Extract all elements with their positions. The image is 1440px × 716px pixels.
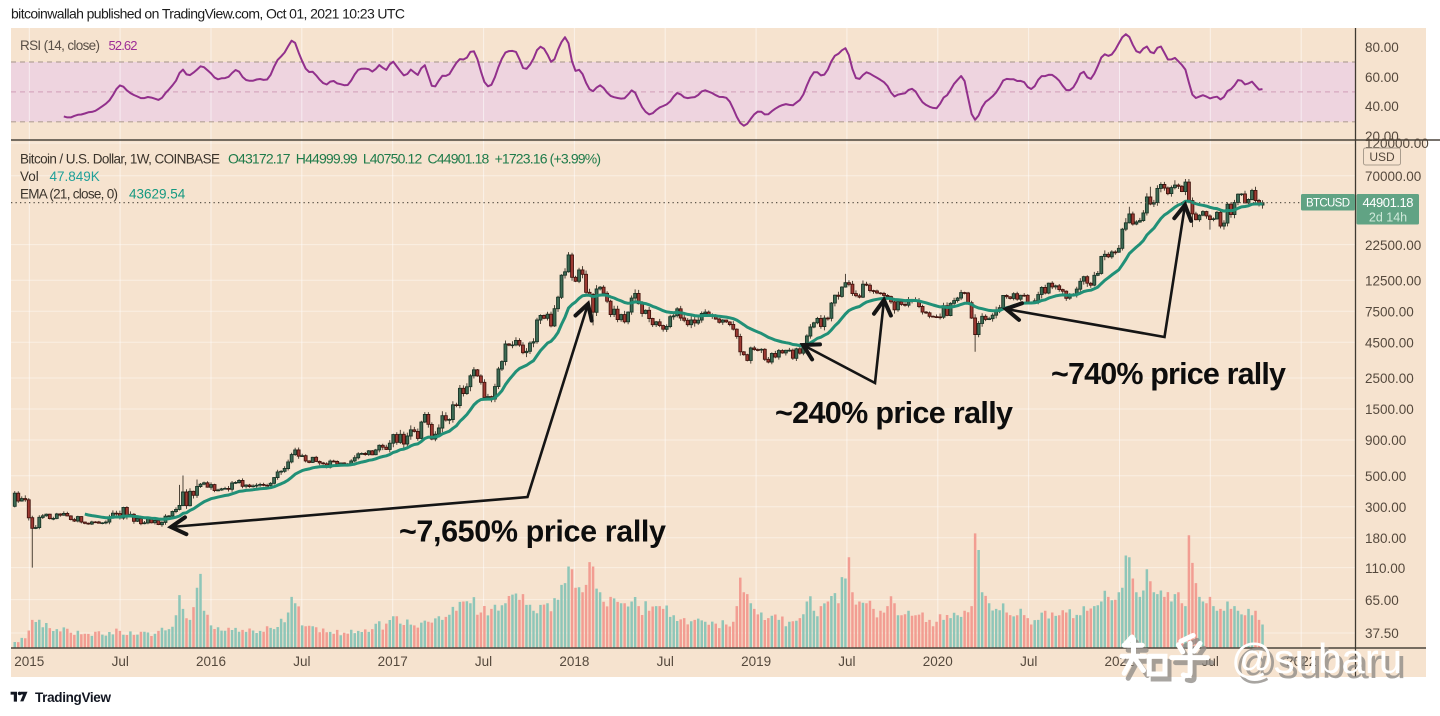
svg-text:44901.18: 44901.18 — [1363, 195, 1414, 210]
svg-text:500.00: 500.00 — [1365, 469, 1406, 484]
svg-text:2017: 2017 — [378, 654, 408, 669]
svg-text:300.00: 300.00 — [1365, 500, 1406, 515]
svg-text:Jul: Jul — [475, 654, 492, 669]
svg-text:2016: 2016 — [196, 654, 226, 669]
svg-text:110.00: 110.00 — [1365, 561, 1405, 576]
svg-text:2500.00: 2500.00 — [1365, 371, 1414, 386]
svg-text:Vol: Vol — [20, 169, 39, 184]
svg-text:~7,650% price rally: ~7,650% price rally — [399, 515, 666, 549]
svg-text:22500.00: 22500.00 — [1365, 238, 1421, 253]
svg-text:12500.00: 12500.00 — [1365, 274, 1421, 289]
svg-text:2015: 2015 — [14, 654, 44, 669]
svg-text:@subaru: @subaru — [1235, 640, 1406, 687]
svg-text:2022: 2022 — [1286, 654, 1316, 669]
svg-text:Jul: Jul — [657, 654, 674, 669]
svg-text:900.00: 900.00 — [1365, 433, 1406, 448]
svg-text:RSI (14, close): RSI (14, close) — [20, 38, 100, 53]
svg-text:7500.00: 7500.00 — [1365, 305, 1414, 320]
svg-text:60.00: 60.00 — [1365, 70, 1399, 85]
svg-text:bitcoinwallah published on Tra: bitcoinwallah published on TradingView.c… — [11, 6, 405, 22]
svg-text:~740% price rally: ~740% price rally — [1051, 357, 1286, 391]
svg-text:USD: USD — [1369, 150, 1395, 164]
svg-text:2d 14h: 2d 14h — [1369, 211, 1407, 225]
svg-text:2020: 2020 — [923, 654, 953, 669]
svg-text:~240% price rally: ~240% price rally — [775, 396, 1013, 430]
svg-text:80.00: 80.00 — [1365, 40, 1399, 55]
svg-text:Jul: Jul — [293, 654, 310, 669]
svg-text:EMA (21, close, 0): EMA (21, close, 0) — [20, 187, 118, 202]
svg-text:2019: 2019 — [741, 654, 771, 669]
svg-text:120000.00: 120000.00 — [1365, 136, 1429, 151]
svg-text:47.849K: 47.849K — [50, 169, 100, 184]
svg-text:TradingView: TradingView — [35, 690, 111, 705]
svg-text:Jul: Jul — [838, 654, 855, 669]
svg-text:Jul: Jul — [1020, 654, 1037, 669]
svg-text:2018: 2018 — [559, 654, 589, 669]
svg-text:40.00: 40.00 — [1365, 99, 1399, 114]
svg-text:4500.00: 4500.00 — [1365, 336, 1414, 351]
svg-text:43629.54: 43629.54 — [129, 187, 186, 202]
svg-text:Bitcoin / U.S. Dollar, 1W, COI: Bitcoin / U.S. Dollar, 1W, COINBASE — [20, 152, 220, 167]
svg-text:52.62: 52.62 — [109, 38, 138, 53]
svg-text:Jul: Jul — [112, 654, 129, 669]
svg-text:O43172.17 H44999.99 L40750.1: O43172.17 H44999.99 L40750.12 C44901.18 … — [228, 151, 601, 167]
svg-text:@subaru: @subaru — [1231, 635, 1402, 682]
svg-text:1500.00: 1500.00 — [1365, 402, 1414, 417]
svg-text:20.00: 20.00 — [1365, 129, 1399, 144]
svg-text:65.00: 65.00 — [1365, 593, 1399, 608]
svg-text:180.00: 180.00 — [1365, 531, 1406, 546]
svg-text:BTCUSD: BTCUSD — [1306, 198, 1350, 210]
svg-text:37.50: 37.50 — [1365, 626, 1399, 641]
svg-text:70000.00: 70000.00 — [1365, 169, 1421, 184]
